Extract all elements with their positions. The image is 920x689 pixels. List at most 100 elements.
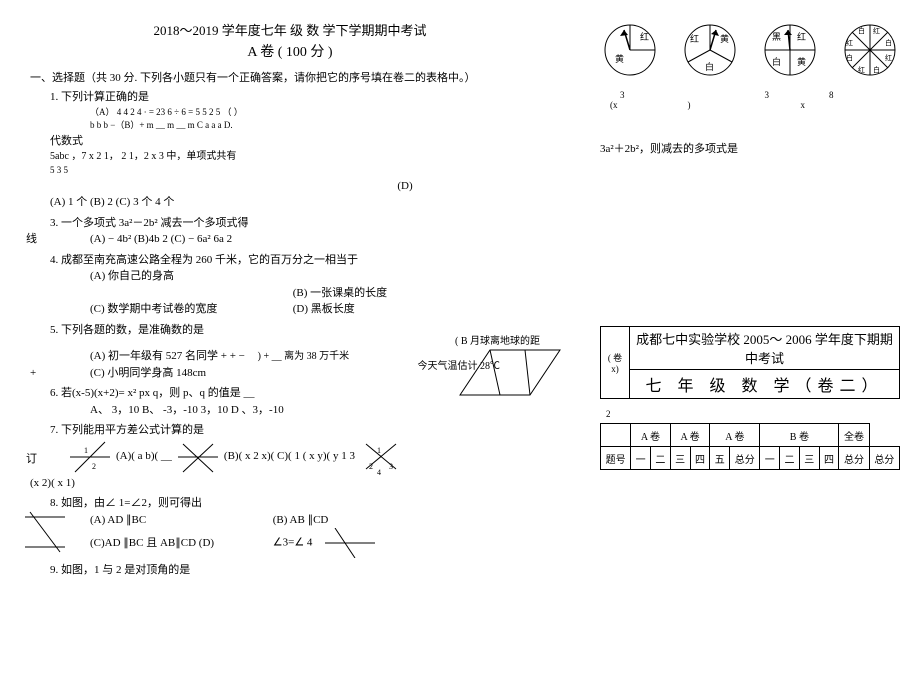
svg-text:2: 2	[369, 462, 373, 471]
q7: 7. 下列能用平方差公式计算的是 1 2 (A)( a b)( __ (B)( …	[50, 422, 560, 491]
q8-stem: 8. 如图，由∠ 1=∠2，则可得出	[50, 495, 560, 512]
score-table-2: A 卷 A 卷 A 卷 B 卷 全卷 题号 一 二 三 四 五 总分 一 二 三	[600, 423, 900, 470]
q7-fig1: 1 2	[70, 439, 110, 475]
spinner-bottom-row: 3 3 8	[620, 90, 900, 100]
q8-optB: (B) AB ∥CD	[273, 514, 329, 526]
q9: 9. 如图，1 与 2 是对顶角的是	[50, 562, 560, 579]
q5-optC: (C) 小明同学身高 148cm	[90, 367, 206, 379]
r1c1: A 卷	[631, 424, 671, 447]
q1-lineA: （A） 4 4 2 4 ⋅ = 23 6 ÷ 6 = 5 5 2 5 （ ）	[50, 106, 560, 120]
sb-x2: )	[688, 100, 691, 110]
section-1-head: 一、选择题（共 30 分. 下列各小题只有一个正确答案，请你把它的序号填在卷二的…	[20, 69, 560, 85]
score-subject: 七 年 级 数 学（卷二）	[630, 370, 900, 399]
q8-optA: (A) AD ∥BC	[90, 512, 270, 529]
q5-figure	[450, 345, 570, 405]
svg-text:红: 红	[640, 31, 649, 42]
svg-text:红: 红	[690, 33, 699, 44]
r2c5: 五	[710, 447, 730, 470]
r1c0	[601, 424, 631, 447]
svg-text:红: 红	[858, 65, 865, 74]
score-school: 成都七中实验学校 2005～ 2006 学年度下期期中考试	[630, 327, 900, 370]
svg-text:1: 1	[84, 446, 88, 455]
svg-text:红: 红	[873, 26, 880, 35]
q7-fig3: 1 2 3 4	[361, 439, 401, 475]
q5-optB: ) + __ 离为 38 万千米	[258, 351, 349, 362]
r2c7: 一	[760, 447, 780, 470]
q1-lineB: b b b −（B）+ m __ m __ m C a a a D.	[50, 119, 560, 133]
q8-figure	[20, 507, 70, 557]
r2c8: 二	[780, 447, 800, 470]
svg-text:红: 红	[846, 38, 853, 47]
r2c0: 题号	[601, 447, 631, 470]
sb-b: 3	[765, 90, 770, 100]
r2c2: 二	[650, 447, 670, 470]
r1c7: B 卷	[760, 424, 839, 447]
r2c12: 总分	[869, 447, 899, 470]
svg-text:黄: 黄	[615, 53, 624, 64]
svg-text:1: 1	[377, 446, 381, 455]
q7-stem: 7. 下列能用平方差公式计算的是	[50, 422, 560, 439]
svg-text:黄: 黄	[720, 33, 729, 44]
r1c5: A 卷	[710, 424, 760, 447]
score-table: ( 卷 x) 成都七中实验学校 2005～ 2006 学年度下期期中考试 七 年…	[600, 326, 900, 399]
score-num2: 2	[606, 409, 900, 419]
r1c8: 全卷	[839, 424, 869, 447]
svg-text:红: 红	[797, 31, 806, 42]
spinner-row: 红 黄 红 黄 白 红 黄 白	[600, 20, 900, 80]
sb-a: 3	[620, 90, 625, 100]
svg-text:白: 白	[885, 38, 892, 47]
score-leftparen: ( 卷 x)	[601, 327, 630, 399]
page-subtitle: A 卷 ( 100 分 )	[20, 41, 560, 61]
svg-text:3: 3	[389, 462, 393, 471]
q4: 4. 成都至南充高速公路全程为 260 千米，它的百万分之一相当于 (A) 你自…	[50, 252, 560, 318]
q8-optD: ∠3=∠ 4	[273, 537, 313, 549]
score-row1: A 卷 A 卷 A 卷 B 卷 全卷	[601, 424, 900, 447]
svg-text:2: 2	[92, 462, 96, 471]
q8: 8. 如图，由∠ 1=∠2，则可得出 (A) AD ∥BC (B) AB ∥CD…	[50, 495, 560, 558]
svg-text:白: 白	[858, 26, 865, 35]
q1-stem: 1. 下列计算正确的是	[50, 89, 560, 106]
r2c4: 四	[690, 447, 710, 470]
q5-optA: (A) 初一年级有 527 名同学 + + −	[90, 350, 245, 362]
q7-optA: (A)( a b)( __	[116, 448, 172, 465]
svg-text:4: 4	[377, 468, 381, 475]
svg-text:白: 白	[873, 65, 880, 74]
spinner-bottom-row2: (x ) x	[610, 100, 900, 110]
sb-x1: (x	[610, 100, 618, 110]
side-label-xian: 线	[26, 230, 37, 246]
spinner-4: 红 白 红 白 红 白 红 白	[840, 20, 900, 80]
r1c3: A 卷	[670, 424, 710, 447]
q4-optB: (B) 一张课桌的长度	[293, 287, 387, 299]
q7-optB: (B)( x 2 x)( C)( 1 ( x y)( y 1 3	[224, 448, 355, 465]
q8-optC: (C)AD ∥BC 且 AB∥CD (D)	[90, 535, 270, 552]
r2c6: 总分	[730, 447, 760, 470]
q5: 5. 下列各题的数，是准确数的是 ( B 月球离地球的距 (A) 初一年级有 5…	[50, 322, 560, 382]
q3: 3. 一个多项式 3a²－2b² 减去一个多项式得 (A) − 4b² (B)4…	[50, 215, 560, 248]
q1-line2: 5abc ，7 x 2 1， 2 1，2 x 3 中，单项式共有	[50, 149, 560, 164]
spinner-1: 红 黄	[600, 20, 660, 80]
r2c11: 总分	[839, 447, 869, 470]
q1: 1. 下列计算正确的是 （A） 4 4 2 4 ⋅ = 23 6 ÷ 6 = 5…	[50, 89, 560, 211]
q3-stem: 3. 一个多项式 3a²－2b² 减去一个多项式得	[50, 215, 560, 232]
spinner-3: 红 黄 白 黑	[760, 20, 820, 80]
q8-fig-right	[325, 528, 375, 558]
q1-label: 代数式	[50, 133, 560, 150]
svg-text:红: 红	[885, 53, 892, 62]
q4-optC: (C) 数学期中考试卷的宽度	[90, 301, 290, 318]
svg-text:白: 白	[705, 61, 714, 72]
spinner-2: 红 黄 白	[680, 20, 740, 80]
q4-stem: 4. 成都至南充高速公路全程为 260 千米，它的百万分之一相当于	[50, 252, 560, 269]
sb-x3: x	[801, 100, 806, 110]
q4-optD: (D) 黑板长度	[293, 303, 355, 315]
score-row2: 题号 一 二 三 四 五 总分 一 二 三 四 总分 总分	[601, 447, 900, 470]
svg-text:白: 白	[846, 53, 853, 62]
r2c3: 三	[670, 447, 690, 470]
q1-line2b: 5 3 5	[50, 164, 560, 178]
sb-c: 8	[829, 90, 834, 100]
r2c1: 一	[631, 447, 651, 470]
svg-text:白: 白	[772, 56, 781, 67]
q9-stem: 9. 如图，1 与 2 是对顶角的是	[50, 562, 560, 579]
q1-opts: (A) 1 个 (B) 2 (C) 3 个 4 个	[50, 194, 560, 211]
svg-text:黑: 黑	[772, 32, 781, 42]
q4-optA: (A) 你自己的身高	[90, 270, 174, 282]
